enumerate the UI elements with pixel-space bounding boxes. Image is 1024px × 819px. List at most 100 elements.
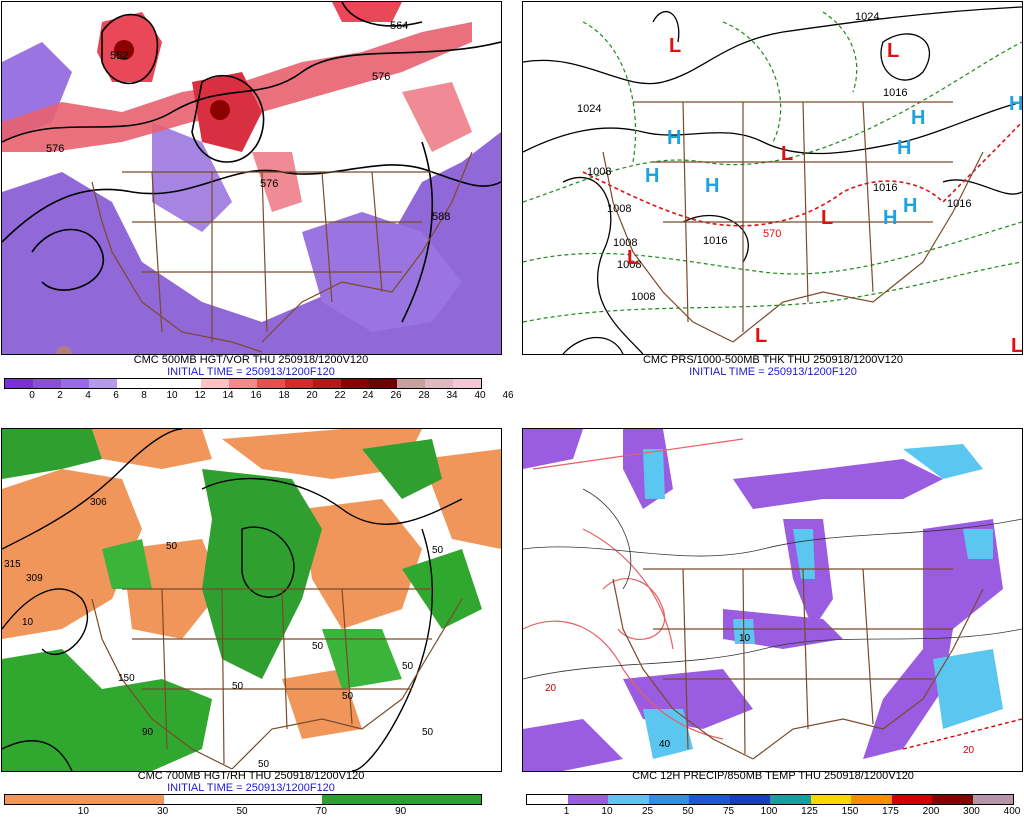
- contour-label: 50: [166, 541, 178, 552]
- chart-title: CMC 700MB HGT/RH THU 250918/1200V120: [137, 770, 365, 782]
- scale-label: 50: [236, 806, 248, 817]
- scale-label: 20: [306, 390, 318, 401]
- initial-time: INITIAL TIME = 250913/1200F120: [689, 366, 857, 378]
- panel-pressure-thickness: 1024 1024 1016 1008 1008 1016 1016 1016 …: [522, 0, 1024, 402]
- initial-time: INITIAL TIME = 250913/1200F120: [167, 782, 335, 794]
- map-precipitation: 20 20 10 40: [522, 428, 1023, 772]
- scale-label: 18: [278, 390, 290, 401]
- thickness-contour: [722, 21, 782, 143]
- initial-time: INITIAL TIME = 250913/1200F120: [167, 366, 335, 378]
- scale-label: 175: [882, 806, 899, 817]
- height-contour: [2, 164, 501, 243]
- moist-region: [402, 549, 482, 629]
- humidity-color-scale: [4, 794, 482, 805]
- scale-label: 10: [77, 806, 89, 817]
- scale-swatch: [341, 379, 369, 388]
- contour-label: 306: [90, 497, 107, 508]
- panel-700mb-hgt-rh: 315 309 306 10 150 90 50 50 50 50 50 50 …: [0, 428, 502, 819]
- contour-label: 150: [118, 673, 135, 684]
- temperature-contour: [523, 628, 1022, 680]
- high-pressure-marker: H: [645, 165, 659, 187]
- isobar-label: 1016: [703, 235, 727, 247]
- contour-label: 315: [4, 559, 21, 570]
- scale-swatch: [33, 379, 61, 388]
- contour-label: 50: [432, 545, 444, 556]
- isobar-label: 1008: [613, 237, 637, 249]
- scale-label: 400: [1003, 806, 1021, 817]
- vorticity-color-scale: [4, 378, 482, 389]
- scale-swatch: [689, 795, 730, 804]
- isobar-label: 1008: [631, 291, 655, 303]
- moist-region: [102, 539, 152, 589]
- temperature-label: 10: [739, 633, 751, 644]
- humidity-scale-labels: 10 30 50 70 90: [4, 806, 480, 818]
- isobar: [682, 214, 749, 263]
- temperature-label: 40: [659, 739, 671, 750]
- border: [132, 638, 432, 690]
- scale-label: 2: [57, 390, 63, 401]
- height-contour: [401, 141, 434, 323]
- precip-region: [523, 429, 583, 469]
- scale-swatch: [285, 379, 313, 388]
- map-500mb-vorticity: 564 552 576 576 576 588: [1, 1, 502, 355]
- scale-label: 10: [166, 390, 178, 401]
- dry-region: [302, 499, 422, 629]
- coastline: [612, 578, 754, 760]
- high-vorticity-region: [332, 2, 402, 22]
- contour-label: 10: [22, 617, 34, 628]
- high-vorticity-region: [402, 82, 472, 152]
- scale-label: 22: [334, 390, 346, 401]
- isobar: [880, 33, 930, 81]
- contour-label: 552: [110, 50, 128, 62]
- scale-label: 30: [157, 806, 169, 817]
- border: [261, 151, 473, 343]
- thickness-contour: [523, 41, 1022, 203]
- contour-label: 50: [312, 641, 324, 652]
- height-contour: [101, 13, 159, 85]
- temperature-label: 20: [963, 745, 975, 756]
- scale-swatch: [527, 795, 568, 804]
- scale-label: 16: [250, 390, 262, 401]
- contour-label: 588: [432, 211, 450, 223]
- scale-label: 24: [362, 390, 374, 401]
- scale-swatch: [891, 795, 932, 804]
- scale-swatch: [453, 379, 481, 388]
- scale-swatch: [425, 379, 453, 388]
- temperature-contour: [582, 488, 632, 590]
- scale-label: 4: [85, 390, 91, 401]
- scale-label: 8: [141, 390, 147, 401]
- moist-region: [362, 439, 442, 499]
- isobar-label: 1016: [883, 87, 907, 99]
- scale-swatch: [5, 795, 85, 804]
- scale-label: 14: [222, 390, 234, 401]
- scale-swatch: [201, 379, 229, 388]
- panel-precip-850mb-temp: 20 20 10 40 CMC 12H PRECIP/850MB TEMP TH…: [522, 428, 1024, 819]
- scale-label: 300: [963, 806, 980, 817]
- scale-label: 150: [841, 806, 859, 817]
- contour-label: 576: [46, 143, 64, 155]
- scale-label: 70: [315, 806, 327, 817]
- dry-region: [2, 469, 142, 639]
- map-pressure-thickness: 1024 1024 1016 1008 1008 1016 1016 1016 …: [522, 1, 1023, 355]
- chart-title: CMC PRS/1000-500MB THK THU 250918/1200V1…: [642, 354, 904, 366]
- vorticity-scale-labels: 0 2 4 6 8 10 12 14 16 18 20 22 24 26 28 34 40 46: [4, 390, 513, 402]
- scale-swatch: [61, 379, 89, 388]
- scale-swatch: [163, 795, 243, 804]
- scale-label: 50: [682, 806, 694, 817]
- scale-label: 28: [418, 390, 430, 401]
- height-contour: [2, 41, 501, 143]
- border: [151, 171, 383, 342]
- scale-swatch: [322, 795, 402, 804]
- scale-label: 34: [446, 390, 458, 401]
- scale-swatch: [89, 379, 117, 388]
- chart-title: CMC 12H PRECIP/850MB TEMP THU 250918/120…: [632, 770, 914, 782]
- temperature-contour: [602, 578, 666, 640]
- precip-region: [793, 529, 815, 579]
- low-pressure-marker: L: [669, 35, 681, 57]
- scale-swatch: [313, 379, 341, 388]
- precip-region: [643, 709, 693, 759]
- scale-label: 0: [29, 390, 35, 401]
- height-contour: [2, 588, 89, 656]
- precip-region: [903, 444, 983, 479]
- low-pressure-marker: L: [1011, 335, 1022, 354]
